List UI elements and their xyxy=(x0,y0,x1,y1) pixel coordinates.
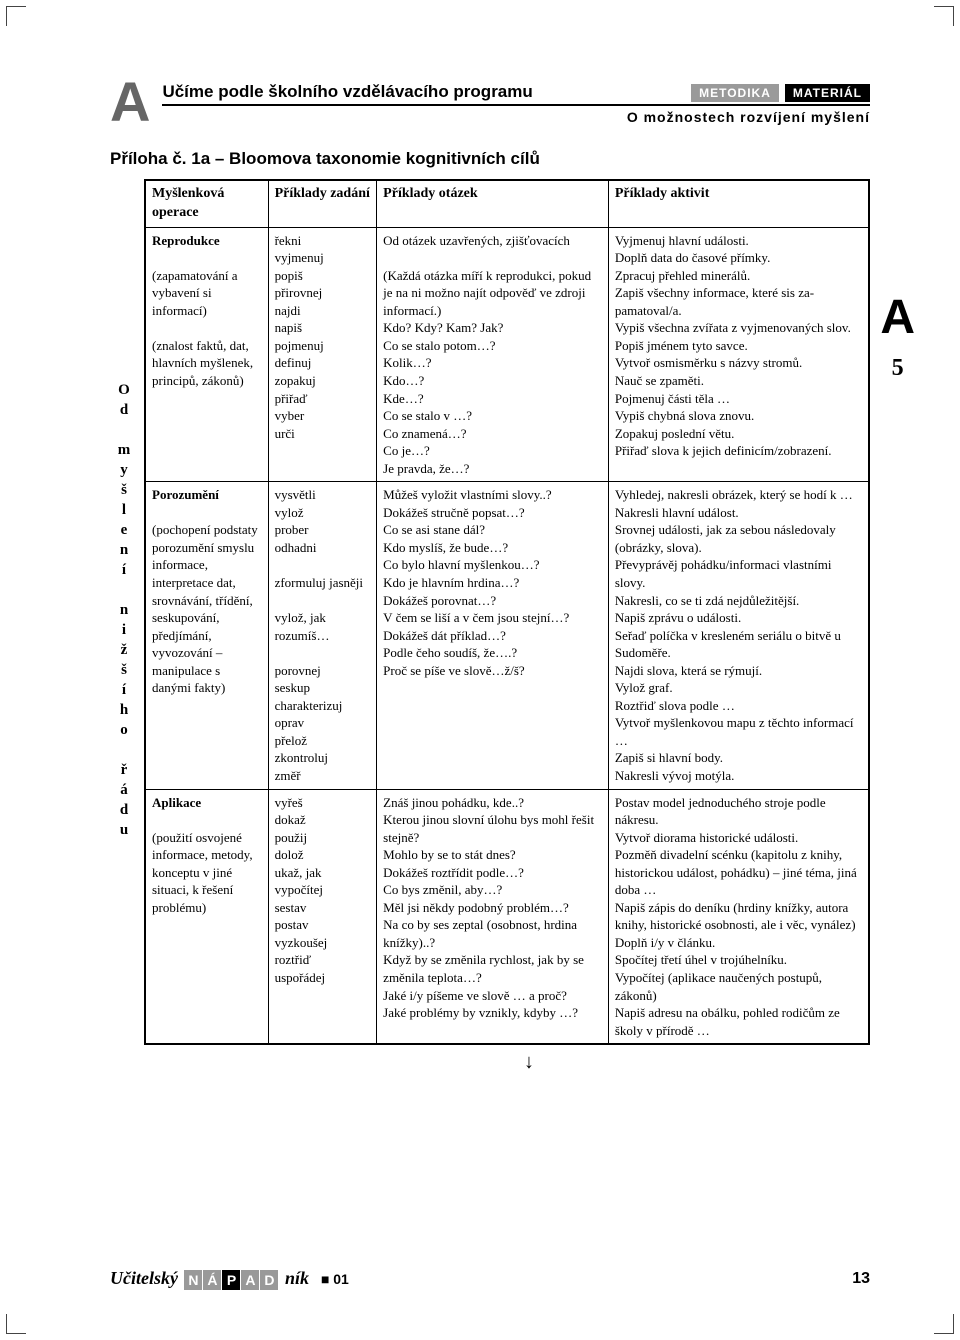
section-letter: A xyxy=(110,80,150,125)
arrow-down-icon: ↓ xyxy=(144,1045,870,1074)
header-text: Učíme podle školního vzdělávacího progra… xyxy=(162,82,870,125)
table-row: Aplikace(použití osvojené informace, met… xyxy=(145,789,869,1044)
page: A Učíme podle školního vzdělávacího prog… xyxy=(0,0,960,1340)
cell-aktivity: Postav model jednoduchého stroje podle n… xyxy=(608,789,869,1044)
header: A Učíme podle školního vzdělávacího prog… xyxy=(110,80,870,125)
crop-mark xyxy=(934,1314,954,1334)
cell-otazky: Můžeš vyložit vlastními slovy..?Dokážeš … xyxy=(377,482,609,789)
brand-box-letter: Á xyxy=(203,1270,221,1290)
side-page: 5 xyxy=(880,355,915,382)
table-row: Porozumění(pochopení podstaty porozumění… xyxy=(145,482,869,789)
header-top: Učíme podle školního vzdělávacího progra… xyxy=(162,82,870,106)
cell-otazky: Od otázek uzavřených, zjišťo­vacích(Každ… xyxy=(377,227,609,482)
cell-operace: Porozumění(pochopení podstaty porozumění… xyxy=(145,482,268,789)
brand-post: ník xyxy=(285,1268,309,1288)
tag-metodika: METODIKA xyxy=(691,84,779,102)
header-title: Učíme podle školního vzdělávacího progra… xyxy=(162,82,532,102)
cell-aktivity: Vyhledej, nakresli obrázek, který se hod… xyxy=(608,482,869,789)
footer: Učitelský NÁPAD ník ■ 01 13 xyxy=(110,1268,870,1290)
crop-mark xyxy=(6,6,26,26)
footer-square: ■ xyxy=(321,1271,329,1287)
col-header-zadani: Příklady zadání xyxy=(268,180,377,227)
side-label-left: Od myšlení nižšího řádu xyxy=(115,382,132,842)
side-letter: A xyxy=(880,290,915,345)
cell-operace: Reprodukce(zapamatování a vybavení si in… xyxy=(145,227,268,482)
cell-zadani: vysvětlivyložproberodhadnizformuluj jasn… xyxy=(268,482,377,789)
table-container: Myšlenková operace Příklady zadání Příkl… xyxy=(144,179,870,1045)
cell-zadani: řeknivyjmenujpopišpřirovnejnajdinapišpoj… xyxy=(268,227,377,482)
crop-mark xyxy=(934,6,954,26)
side-label-right: A 5 xyxy=(880,290,915,382)
appendix-title: Příloha č. 1a – Bloomova taxonomie kogni… xyxy=(110,149,870,169)
brand-pre: Učitelský xyxy=(110,1268,182,1288)
brand-box-letter: D xyxy=(260,1270,278,1290)
cell-otazky: Znáš jinou pohádku, kde..?Kterou jinou s… xyxy=(377,789,609,1044)
crop-mark xyxy=(6,1314,26,1334)
footer-issue: 01 xyxy=(333,1271,349,1287)
table-row: Reprodukce(zapamatování a vybavení si in… xyxy=(145,227,869,482)
brand-box-letter: P xyxy=(222,1270,240,1290)
tag-material: MATERIÁL xyxy=(785,84,870,102)
header-tags: METODIKA MATERIÁL xyxy=(691,84,870,102)
cell-zadani: vyřešdokažpoužijdoložukaž, jakvypočítejs… xyxy=(268,789,377,1044)
col-header-operace: Myšlenková operace xyxy=(145,180,268,227)
bloom-table: Myšlenková operace Příklady zadání Příkl… xyxy=(144,179,870,1045)
cell-aktivity: Vyjmenuj hlavní události.Doplň data do č… xyxy=(608,227,869,482)
brand-box-letter: N xyxy=(184,1270,202,1290)
col-header-aktivity: Příklady aktivit xyxy=(608,180,869,227)
cell-operace: Aplikace(použití osvojené informace, met… xyxy=(145,789,268,1044)
col-header-otazky: Příklady otázek xyxy=(377,180,609,227)
brand-boxes: NÁPAD xyxy=(184,1270,278,1290)
footer-left: Učitelský NÁPAD ník ■ 01 xyxy=(110,1268,349,1290)
brand: Učitelský NÁPAD ník xyxy=(110,1268,314,1288)
table-body: Reprodukce(zapamatování a vybavení si in… xyxy=(145,227,869,1044)
brand-box-letter: A xyxy=(241,1270,259,1290)
header-subtitle: O možnostech rozvíjení myšlení xyxy=(162,109,870,125)
table-head: Myšlenková operace Příklady zadání Příkl… xyxy=(145,180,869,227)
footer-page: 13 xyxy=(852,1270,870,1288)
table-header-row: Myšlenková operace Příklady zadání Příkl… xyxy=(145,180,869,227)
